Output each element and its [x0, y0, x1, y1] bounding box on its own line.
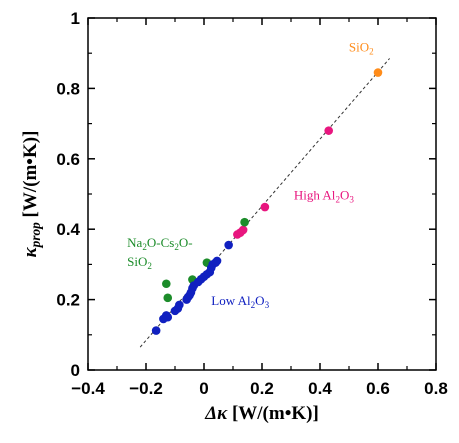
annotations: SiO2 High Al2O3 Na2O-Cs2O- SiO2 Low Al2O3 — [127, 39, 374, 309]
plot-frame — [87, 17, 437, 371]
data-point — [175, 300, 184, 310]
x-tick-label: 0.6 — [366, 379, 390, 398]
group-label: Low Al2O3 — [211, 293, 269, 310]
y-tick-label: 0 — [71, 361, 80, 380]
data-point — [151, 326, 161, 335]
y-tick-label: 1 — [71, 9, 80, 28]
group-label: SiO2 — [127, 254, 152, 271]
data-point — [212, 256, 222, 266]
x-tick-label: −0.2 — [129, 379, 163, 398]
group-label: High Al2O3 — [294, 187, 354, 204]
x-tick-label: 0.8 — [424, 379, 448, 398]
x-tick-label: −0.4 — [71, 379, 105, 398]
x-tick-label: 0 — [199, 379, 208, 398]
data-point — [260, 202, 270, 212]
data-point — [162, 311, 171, 320]
y-tick-label: 0.8 — [56, 79, 80, 98]
data-point — [324, 126, 334, 135]
group-label: Na2O-Cs2O- — [127, 235, 192, 252]
x-axis-title: Δκ [W/(m•K)] — [204, 403, 319, 424]
data-point — [240, 217, 249, 227]
data-points — [151, 68, 383, 335]
x-tick-label: 0.2 — [250, 379, 274, 398]
data-point — [224, 240, 233, 250]
tick-labels: −0.4 −0.2 0 0.2 0.4 0.6 0.8 0 0.2 0.4 0.6 0.8 1 — [56, 9, 447, 398]
data-point — [373, 68, 383, 77]
y-tick-label: 0.6 — [56, 150, 80, 169]
group-label: SiO2 — [349, 39, 374, 56]
data-point — [163, 293, 173, 303]
data-point — [233, 230, 242, 239]
y-axis-title: κprop [W/(m•K)] — [20, 131, 43, 258]
data-point — [162, 279, 171, 289]
y-tick-label: 0.4 — [56, 220, 80, 239]
y-tick-label: 0.2 — [56, 291, 80, 310]
tick-marks — [87, 17, 437, 371]
x-tick-label: 0.4 — [308, 379, 332, 398]
